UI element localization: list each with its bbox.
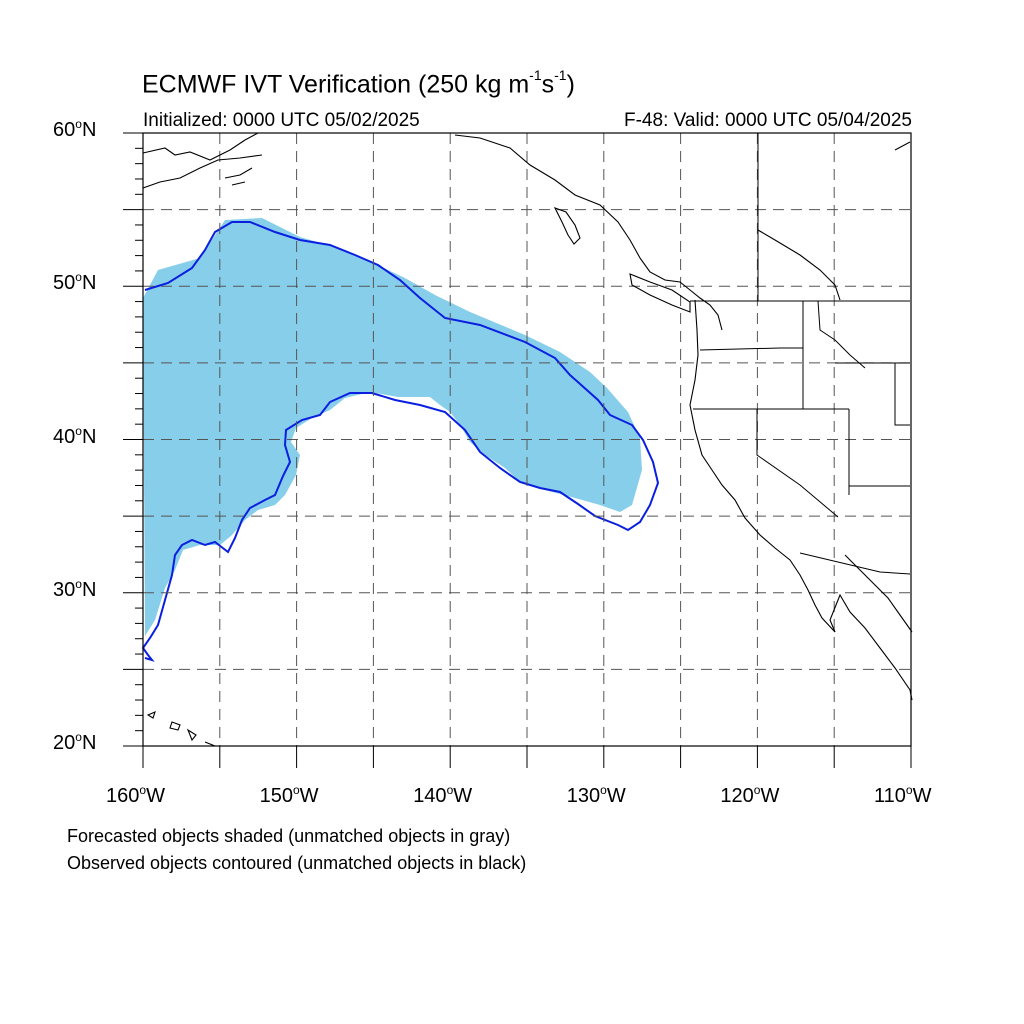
forecast-legend-note: Forecasted objects shaded (unmatched obj… bbox=[67, 826, 511, 846]
longitude-label: 150oW bbox=[259, 783, 319, 807]
map-title: ECMWF IVT Verification (250 kg m-1s-1) bbox=[142, 67, 575, 99]
graticule bbox=[143, 133, 911, 746]
political-borders bbox=[690, 133, 911, 575]
id-wy-border bbox=[894, 363, 910, 426]
longitude-label: 120oW bbox=[720, 783, 780, 807]
title-unit-s: s bbox=[541, 70, 555, 99]
wa-or-border bbox=[699, 347, 803, 351]
alaska-islands bbox=[224, 167, 253, 186]
alaska-upper-east bbox=[894, 141, 911, 151]
forecast-object-shade bbox=[143, 218, 642, 636]
title-exponent-1: -1 bbox=[529, 67, 542, 83]
hawaii-1 bbox=[146, 711, 156, 719]
us-mexico-border bbox=[799, 552, 911, 575]
hawaii-3 bbox=[186, 728, 197, 742]
longitude-label: 160oW bbox=[106, 783, 165, 807]
observed-object-contour bbox=[141, 221, 660, 662]
latitude-label: 60oN bbox=[53, 117, 97, 141]
longitude-label: 110oW bbox=[874, 783, 932, 807]
alaska-coast-inlet bbox=[142, 154, 263, 189]
hawaii-4 bbox=[204, 741, 216, 747]
canada-interior bbox=[757, 229, 841, 301]
longitude-label: 130oW bbox=[566, 783, 626, 807]
vancouver-island bbox=[629, 273, 691, 313]
hawaii-2 bbox=[169, 721, 181, 731]
title-exponent-2: -1 bbox=[554, 67, 567, 83]
id-mt-border bbox=[817, 300, 866, 369]
coastlines bbox=[142, 132, 913, 747]
latitude-label: 20oN bbox=[53, 730, 97, 754]
latitude-label: 50oN bbox=[53, 270, 97, 295]
bc-coast bbox=[639, 257, 723, 331]
baja-west bbox=[829, 593, 913, 701]
alaska-panhandle bbox=[454, 134, 641, 259]
valid-time-label: F-48: Valid: 0000 UTC 05/04/2025 bbox=[624, 110, 912, 131]
latitude-label: 40oN bbox=[53, 423, 97, 448]
us-west-coast bbox=[689, 299, 836, 633]
ca-nv-diagonal bbox=[756, 409, 839, 518]
initialized-label: Initialized: 0000 UTC 05/02/2025 bbox=[143, 110, 420, 131]
axis-ticks bbox=[123, 132, 912, 768]
title-close: ) bbox=[566, 70, 575, 99]
title-text: ECMWF IVT Verification (250 kg m bbox=[142, 70, 530, 99]
alaska-coast-west bbox=[142, 132, 259, 161]
observed-legend-note: Observed objects contoured (unmatched ob… bbox=[67, 853, 527, 873]
latitude-label: 30oN bbox=[53, 576, 97, 601]
baja-gulf bbox=[844, 554, 913, 633]
longitude-label: 140oW bbox=[413, 783, 473, 807]
haida-gwaii bbox=[553, 207, 581, 245]
